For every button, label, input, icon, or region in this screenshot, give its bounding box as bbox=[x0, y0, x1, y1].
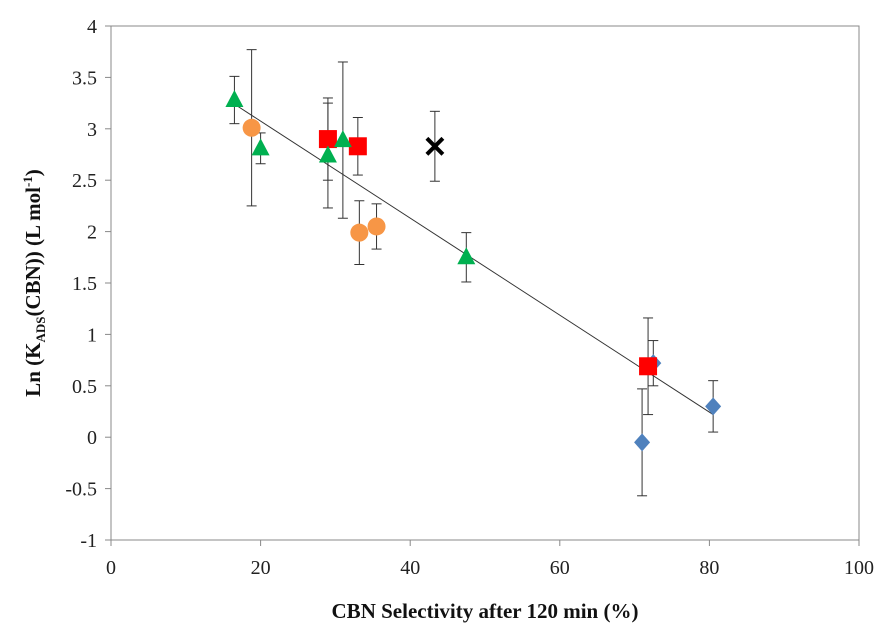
x-tick-label: 20 bbox=[251, 557, 271, 579]
y-tick-label: 0.5 bbox=[72, 376, 97, 398]
y-tick-label: 2 bbox=[87, 222, 97, 244]
y-axis-title-middle: (CBN)) (L mol bbox=[21, 187, 45, 317]
plot-area bbox=[110, 25, 860, 541]
data-point-diamond bbox=[634, 433, 651, 452]
x-tick-label: 100 bbox=[844, 557, 874, 579]
data-point-triangle bbox=[251, 138, 270, 156]
data-point-circle bbox=[350, 223, 369, 242]
x-axis-title: CBN Selectivity after 120 min (%) bbox=[332, 599, 639, 623]
y-axis-title-superscript: -1 bbox=[20, 176, 35, 187]
error-bars bbox=[229, 49, 719, 497]
y-axis-title: Ln (KADS(CBN)) (L mol-1) bbox=[20, 169, 48, 397]
x-tick-label: 60 bbox=[550, 557, 570, 579]
cross-stroke bbox=[425, 136, 445, 156]
data-point-circle bbox=[242, 118, 261, 137]
data-point-square bbox=[348, 137, 367, 156]
data-point-circle bbox=[367, 217, 386, 236]
y-tick-label: -0.5 bbox=[65, 479, 97, 501]
trendline-group bbox=[234, 103, 714, 416]
y-axis-title-subscript: ADS bbox=[33, 317, 48, 343]
y-tick-label: 0 bbox=[87, 427, 97, 449]
x-tick-label: 40 bbox=[400, 557, 420, 579]
y-tick-label: 1 bbox=[87, 324, 97, 346]
y-tick-label: 3 bbox=[87, 119, 97, 141]
axes: 0 20 40 60 80 100 -1 -0.5 0 0.5 1 1.5 2 2.5 3 3.5 4 bbox=[65, 16, 874, 579]
data-point-triangle bbox=[225, 90, 244, 108]
data-point-diamond bbox=[705, 397, 722, 416]
y-tick-label: 1.5 bbox=[72, 273, 97, 295]
data-point-triangle bbox=[457, 247, 476, 265]
data-points bbox=[225, 90, 722, 452]
y-axis-title-suffix: ) bbox=[21, 169, 45, 176]
data-point-cross bbox=[425, 136, 445, 156]
data-point-square bbox=[318, 130, 337, 149]
y-tick-label: 4 bbox=[87, 16, 97, 38]
x-tick-label: 0 bbox=[106, 557, 116, 579]
y-tick-label: -1 bbox=[80, 530, 97, 552]
data-point-square bbox=[639, 357, 658, 376]
y-tick-label: 3.5 bbox=[72, 67, 97, 89]
y-tick-label: 2.5 bbox=[72, 170, 97, 192]
y-axis-title-prefix: Ln (K bbox=[21, 342, 45, 397]
x-tick-label: 80 bbox=[699, 557, 719, 579]
data-point-triangle bbox=[333, 130, 352, 148]
data-point-triangle bbox=[318, 145, 337, 163]
trendline bbox=[234, 103, 714, 416]
